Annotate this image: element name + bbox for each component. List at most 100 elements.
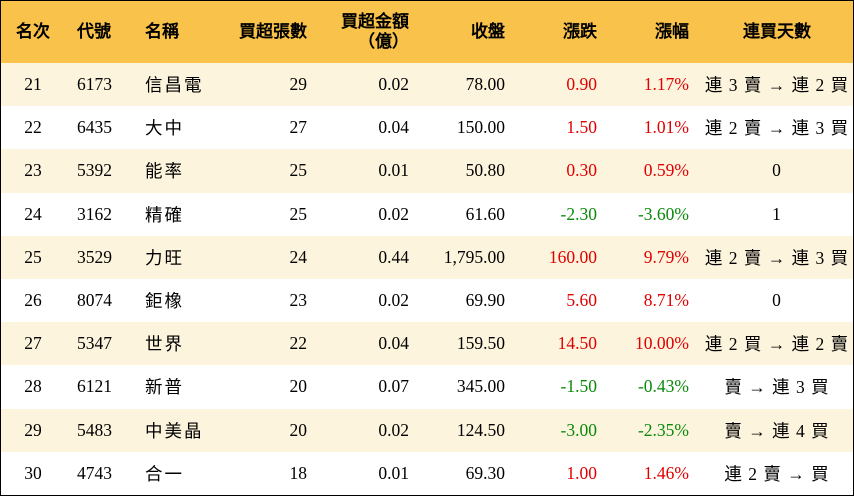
table-row[interactable]: 28 6121 新普 20 0.07 345.00 -1.50 -0.43% 賣 → 連 3 買 bbox=[1, 365, 853, 409]
close-cell: 1,795.00 bbox=[443, 246, 505, 267]
close-cell: 150.00 bbox=[456, 117, 505, 138]
net-buy-lots-cell: 25 bbox=[289, 160, 308, 181]
consecutive-days-cell: 賣 → 連 4 買 bbox=[724, 420, 830, 441]
table-row[interactable]: 27 5347 世界 22 0.04 159.50 14.50 10.00% 連 2 買 → 連… bbox=[1, 322, 853, 366]
name-cell: 力旺 bbox=[145, 247, 184, 268]
consecutive-days-cell: 0 bbox=[772, 290, 782, 311]
consecutive-days-cell: 賣 → 連 3 買 bbox=[724, 377, 830, 398]
net-buy-lots-cell: 20 bbox=[289, 419, 308, 440]
close-cell: 69.90 bbox=[465, 290, 505, 311]
table-row[interactable]: 23 5392 能率 25 0.01 50.80 0.30 0.59% 0 bbox=[1, 149, 853, 193]
name-cell: 信昌電 bbox=[145, 75, 204, 96]
table-row[interactable]: 21 6173 信昌電 29 0.02 78.00 0.90 1.17% 連 3 賣 → 連 2… bbox=[1, 63, 853, 107]
change-pct-cell: 1.01% bbox=[643, 117, 689, 138]
net-buy-lots-cell: 18 bbox=[289, 462, 308, 483]
close-cell: 61.60 bbox=[465, 203, 505, 224]
table-row[interactable]: 25 3529 力旺 24 0.44 1,795.00 160.00 9.79% 連 2 賣 →… bbox=[1, 235, 853, 279]
change-pct-cell: -2.35% bbox=[637, 419, 689, 440]
table-row[interactable]: 24 3162 精確 25 0.02 61.60 -2.30 -3.60% 1 bbox=[1, 192, 853, 236]
change-cell: 1.50 bbox=[566, 117, 597, 138]
net-buy-amount-cell: 0.01 bbox=[378, 160, 409, 181]
change-cell: 1.00 bbox=[566, 462, 597, 483]
header-change[interactable]: 漲跌 bbox=[563, 22, 597, 41]
table-row[interactable]: 30 4743 合一 18 0.01 69.30 1.00 1.46% 連 2 賣 → 買 bbox=[1, 451, 853, 495]
change-cell: 14.50 bbox=[557, 333, 597, 354]
net-buy-amount-cell: 0.02 bbox=[378, 203, 409, 224]
change-pct-cell: -3.60% bbox=[637, 203, 689, 224]
change-pct-cell: 8.71% bbox=[643, 290, 689, 311]
header-row: 名次 代號 名稱 買超張數 買超金額 （億） 收盤 漲跌 漲幅 連買天數 bbox=[1, 1, 853, 63]
rank-cell: 29 bbox=[24, 419, 42, 440]
table-row[interactable]: 22 6435 大中 27 0.04 150.00 1.50 1.01% 連 2 賣 → 連 3… bbox=[1, 106, 853, 150]
close-cell: 345.00 bbox=[456, 376, 505, 397]
rank-cell: 24 bbox=[24, 203, 42, 224]
name-cell: 新普 bbox=[145, 377, 184, 398]
rank-cell: 27 bbox=[24, 333, 42, 354]
change-cell: -2.30 bbox=[560, 203, 597, 224]
net-buy-lots-cell: 22 bbox=[289, 333, 308, 354]
code-cell: 6121 bbox=[77, 376, 112, 397]
consecutive-days-cell: 0 bbox=[772, 160, 782, 181]
net-buy-lots-cell: 24 bbox=[289, 246, 308, 267]
change-cell: 0.90 bbox=[566, 74, 597, 95]
net-buy-amount-cell: 0.04 bbox=[378, 117, 409, 138]
table-row[interactable]: 26 8074 鉅橡 23 0.02 69.90 5.60 8.71% 0 bbox=[1, 278, 853, 323]
change-cell: 5.60 bbox=[566, 290, 597, 311]
change-pct-cell: 9.79% bbox=[643, 246, 689, 267]
net-buy-amount-cell: 0.04 bbox=[378, 333, 409, 354]
close-cell: 50.80 bbox=[465, 160, 505, 181]
change-pct-cell: 10.00% bbox=[635, 333, 689, 354]
net-buy-lots-cell: 23 bbox=[289, 290, 308, 311]
header-change-pct[interactable]: 漲幅 bbox=[655, 22, 689, 41]
code-cell: 5392 bbox=[77, 160, 112, 181]
name-cell: 鉅橡 bbox=[145, 291, 184, 312]
code-cell: 5483 bbox=[77, 419, 112, 440]
consecutive-days-cell: 1 bbox=[772, 203, 782, 224]
header-name[interactable]: 名稱 bbox=[145, 22, 179, 41]
code-cell: 6173 bbox=[77, 74, 112, 95]
net-buy-amount-cell: 0.02 bbox=[378, 419, 409, 440]
change-cell: -3.00 bbox=[560, 419, 597, 440]
table-body: 21 6173 信昌電 29 0.02 78.00 0.90 1.17% 連 3 賣 → 連 2… bbox=[1, 63, 853, 495]
rank-cell: 28 bbox=[24, 376, 42, 397]
header-close[interactable]: 收盤 bbox=[471, 22, 505, 41]
name-cell: 合一 bbox=[145, 463, 184, 484]
rank-cell: 22 bbox=[24, 117, 42, 138]
name-cell: 世界 bbox=[145, 334, 184, 355]
close-cell: 69.30 bbox=[465, 462, 505, 483]
net-buy-amount-cell: 0.01 bbox=[378, 462, 409, 483]
code-cell: 3162 bbox=[77, 203, 112, 224]
change-cell: 160.00 bbox=[548, 246, 597, 267]
net-buy-lots-cell: 20 bbox=[289, 376, 308, 397]
name-cell: 能率 bbox=[145, 161, 184, 182]
net-buy-amount-cell: 0.07 bbox=[378, 376, 409, 397]
net-buy-lots-cell: 29 bbox=[289, 74, 308, 95]
net-buy-lots-cell: 25 bbox=[289, 203, 308, 224]
rank-cell: 23 bbox=[24, 160, 42, 181]
header-rank[interactable]: 名次 bbox=[16, 22, 50, 41]
consecutive-days-cell: 連 2 賣 → 連 3 買 bbox=[704, 247, 850, 268]
header-code[interactable]: 代號 bbox=[77, 22, 111, 41]
net-buy-amount-cell: 0.02 bbox=[378, 290, 409, 311]
header-net-buy-amount-line2: （億） bbox=[358, 32, 409, 51]
consecutive-days-cell: 連 2 買 → 連 2 賣 bbox=[704, 334, 850, 355]
header-net-buy-amount[interactable]: 買超金額 （億） bbox=[319, 1, 421, 63]
rank-cell: 30 bbox=[24, 462, 42, 483]
close-cell: 124.50 bbox=[456, 419, 505, 440]
change-cell: 0.30 bbox=[566, 160, 597, 181]
change-pct-cell: -0.43% bbox=[637, 376, 689, 397]
code-cell: 3529 bbox=[77, 246, 112, 267]
change-pct-cell: 0.59% bbox=[643, 160, 689, 181]
rank-cell: 21 bbox=[24, 74, 42, 95]
header-net-buy-lots[interactable]: 買超張數 bbox=[239, 22, 307, 41]
net-buy-amount-cell: 0.44 bbox=[378, 246, 409, 267]
header-consecutive-days[interactable]: 連買天數 bbox=[743, 22, 811, 41]
change-cell: -1.50 bbox=[560, 376, 597, 397]
code-cell: 4743 bbox=[77, 462, 112, 483]
header-net-buy-amount-line1: 買超金額 bbox=[341, 12, 409, 31]
code-cell: 8074 bbox=[77, 290, 112, 311]
consecutive-days-cell: 連 2 賣 → 連 3 買 bbox=[704, 118, 850, 139]
table-row[interactable]: 29 5483 中美晶 20 0.02 124.50 -3.00 -2.35% 賣 → 連 4 … bbox=[1, 408, 853, 452]
